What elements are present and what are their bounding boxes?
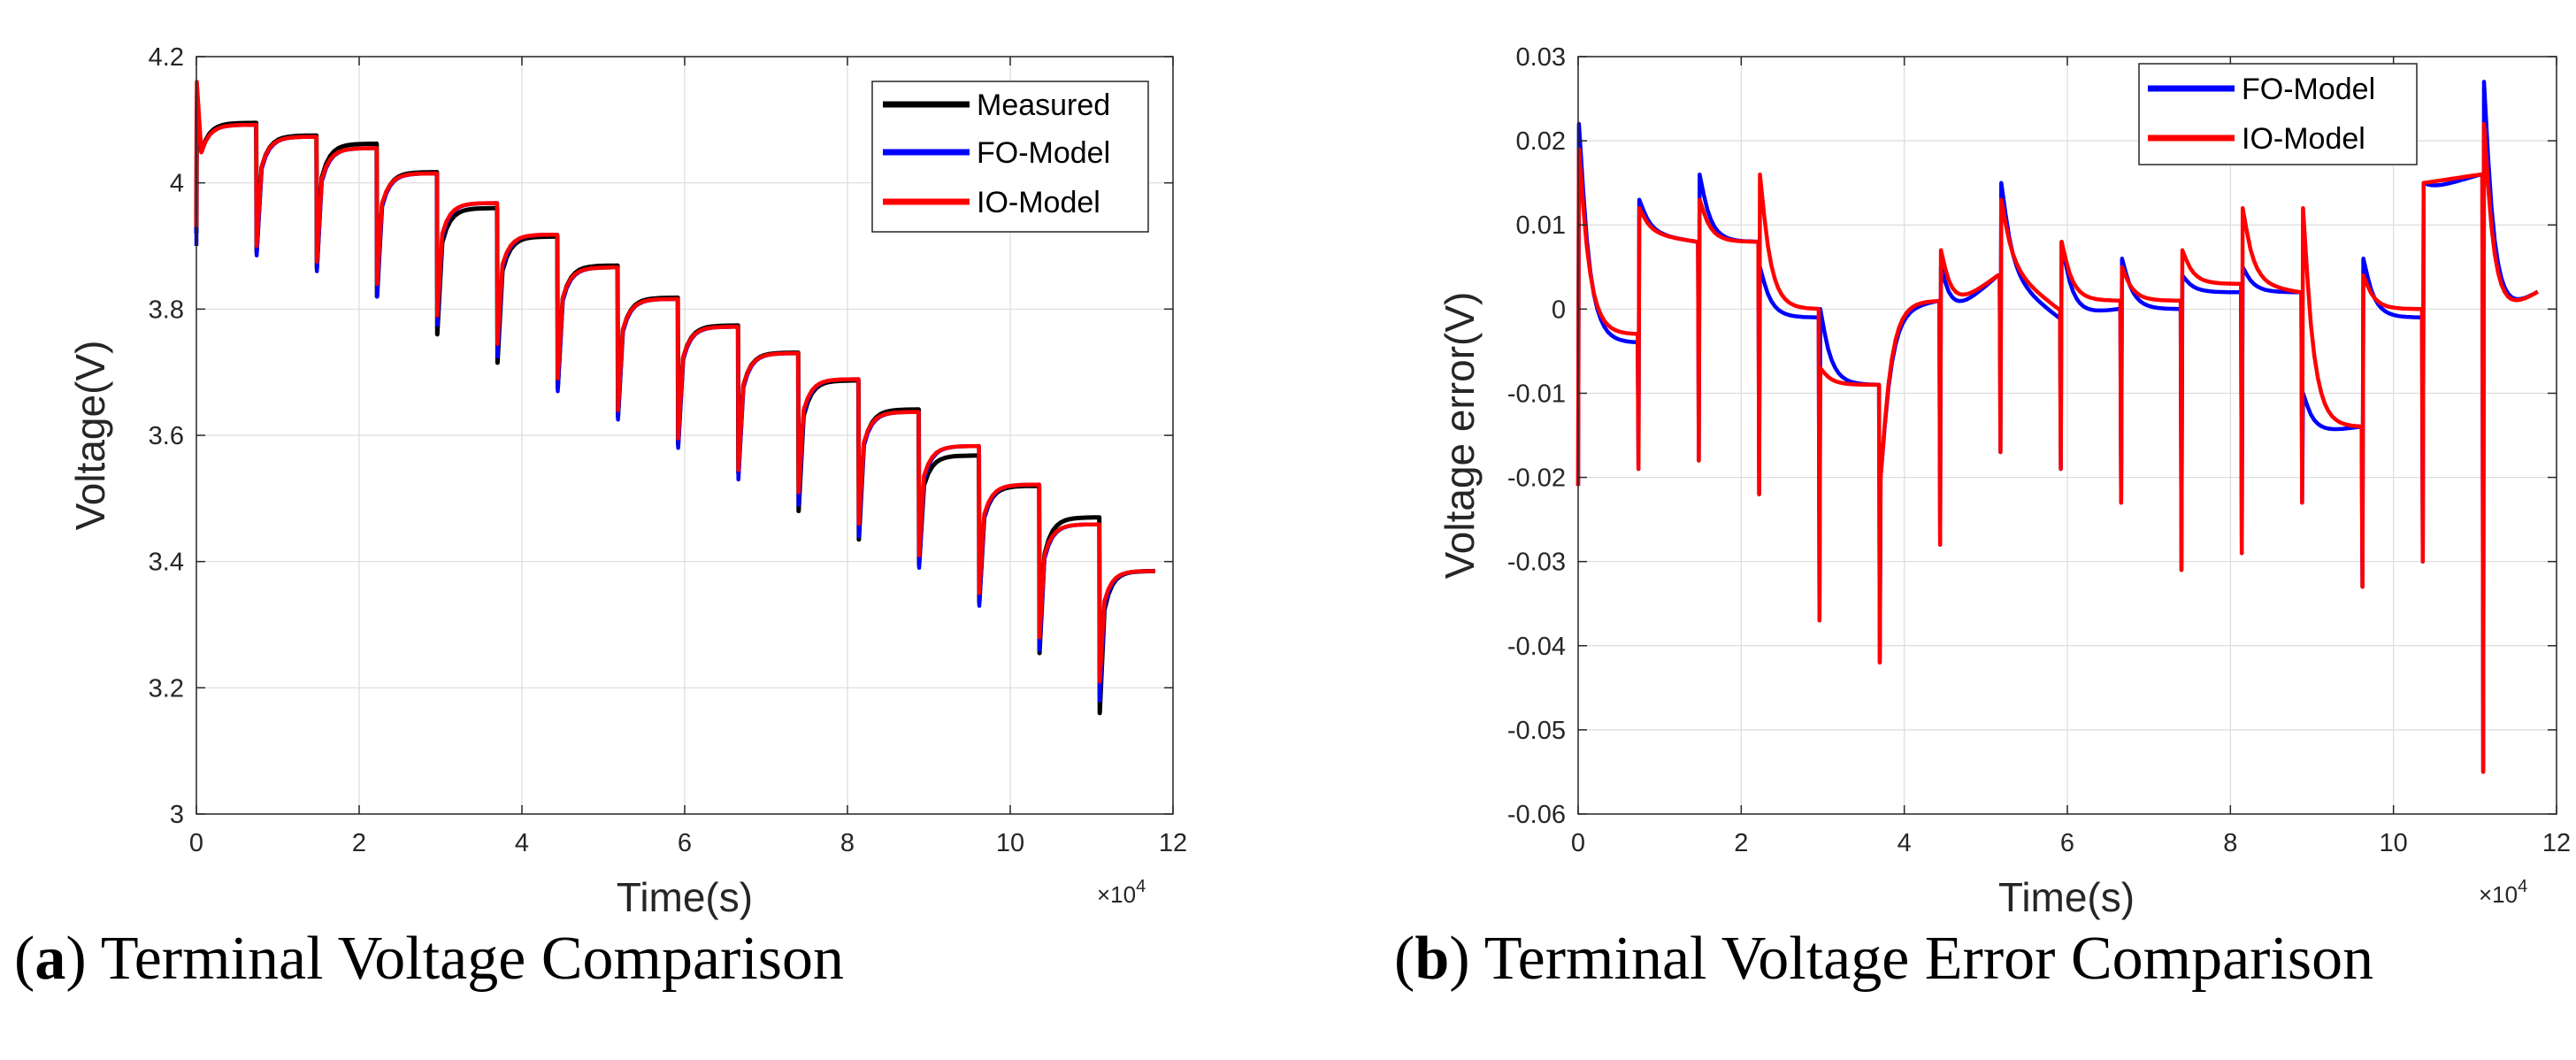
legend-box-b [2138,63,2418,165]
xtick-label-b-5: 10 [2380,829,2408,857]
ytick-label-a-6: 4.2 [149,43,184,72]
legend-label-measured: Measured [977,88,1110,122]
ytick-labels-b: -0.06 -0.05 -0.04 -0.03 -0.02 -0.01 0 0.01 0.02 0… [1507,43,1566,829]
xtick-labels-b: 0 2 4 6 8 10 12 [1571,829,2571,857]
legend-label-io-model-a: IO-Model [977,186,1100,219]
xtick-label-b-3: 6 [2060,829,2074,857]
xtick-label-b-6: 12 [2542,829,2571,857]
xtick-label-a-2: 4 [515,829,529,857]
chart-panel-b: -0.06 -0.05 -0.04 -0.03 -0.02 -0.01 0 0.01 0.02 0… [1394,43,2571,993]
ytick-label-b-2: -0.04 [1507,633,1566,661]
xtick-label-a-3: 6 [678,829,692,857]
chart-panel-a: 3 3.2 3.4 3.6 3.8 4 4.2 0 2 4 6 8 10 12 ×104 Time(s)… [14,43,1187,993]
ytick-label-b-0: -0.06 [1507,801,1566,829]
ytick-label-a-4: 3.8 [149,296,184,324]
ytick-labels-a: 3 3.2 3.4 3.6 3.8 4 4.2 [149,43,184,829]
ytick-label-b-3: -0.03 [1507,549,1566,577]
ytick-label-b-9: 0.03 [1516,43,1566,72]
y-axis-label-a: Voltage(V) [67,341,113,531]
ytick-label-b-5: -0.01 [1507,380,1566,408]
legend-label-fo-model-b: FO-Model [2242,73,2375,106]
xtick-label-b-2: 4 [1898,829,1912,857]
x-axis-label-b: Time(s) [1998,874,2135,920]
xtick-label-a-0: 0 [189,829,203,857]
x-axis-label-a: Time(s) [617,874,753,920]
caption-a: (a) Terminal Voltage Comparison [14,925,844,993]
y-axis-label-b: Voltage error(V) [1437,292,1483,580]
ytick-label-a-3: 3.6 [149,422,184,450]
ytick-label-b-7: 0.01 [1516,211,1566,240]
xtick-labels-a: 0 2 4 6 8 10 12 [189,829,1187,857]
xtick-label-a-4: 8 [840,829,855,857]
legend-label-io-model-b: IO-Model [2242,122,2365,156]
xtick-label-a-5: 10 [996,829,1024,857]
x-exponent-b: ×104 [2479,877,2527,908]
x-exponent-a: ×104 [1097,877,1146,908]
xtick-label-b-4: 8 [2223,829,2237,857]
legend-b: FO-Model IO-Model [2138,63,2418,165]
legend-label-fo-model-a: FO-Model [977,136,1110,170]
legend-a: Measured FO-Model IO-Model [871,81,1149,233]
ticks-a [196,56,1174,815]
series-lines-a [194,80,1155,716]
caption-b: (b) Terminal Voltage Error Comparison [1394,925,2373,993]
series-line-io-model-b [1576,121,2539,774]
ytick-label-a-1: 3.2 [149,674,184,703]
xtick-label-a-1: 2 [352,829,366,857]
ytick-label-b-6: 0 [1552,296,1566,324]
series-line-io-model-a [194,80,1155,684]
xtick-label-a-6: 12 [1159,829,1187,857]
series-lines-b [1576,80,2539,774]
xtick-label-b-1: 2 [1734,829,1748,857]
ticks-b [1577,56,2557,815]
ytick-label-b-8: 0.02 [1516,127,1566,156]
ytick-label-b-1: -0.05 [1507,717,1566,745]
xtick-label-b-0: 0 [1571,829,1585,857]
ytick-label-b-4: -0.02 [1507,465,1566,493]
ytick-label-a-2: 3.4 [149,549,184,577]
ytick-label-a-0: 3 [170,801,184,829]
ytick-label-a-5: 4 [170,170,184,198]
